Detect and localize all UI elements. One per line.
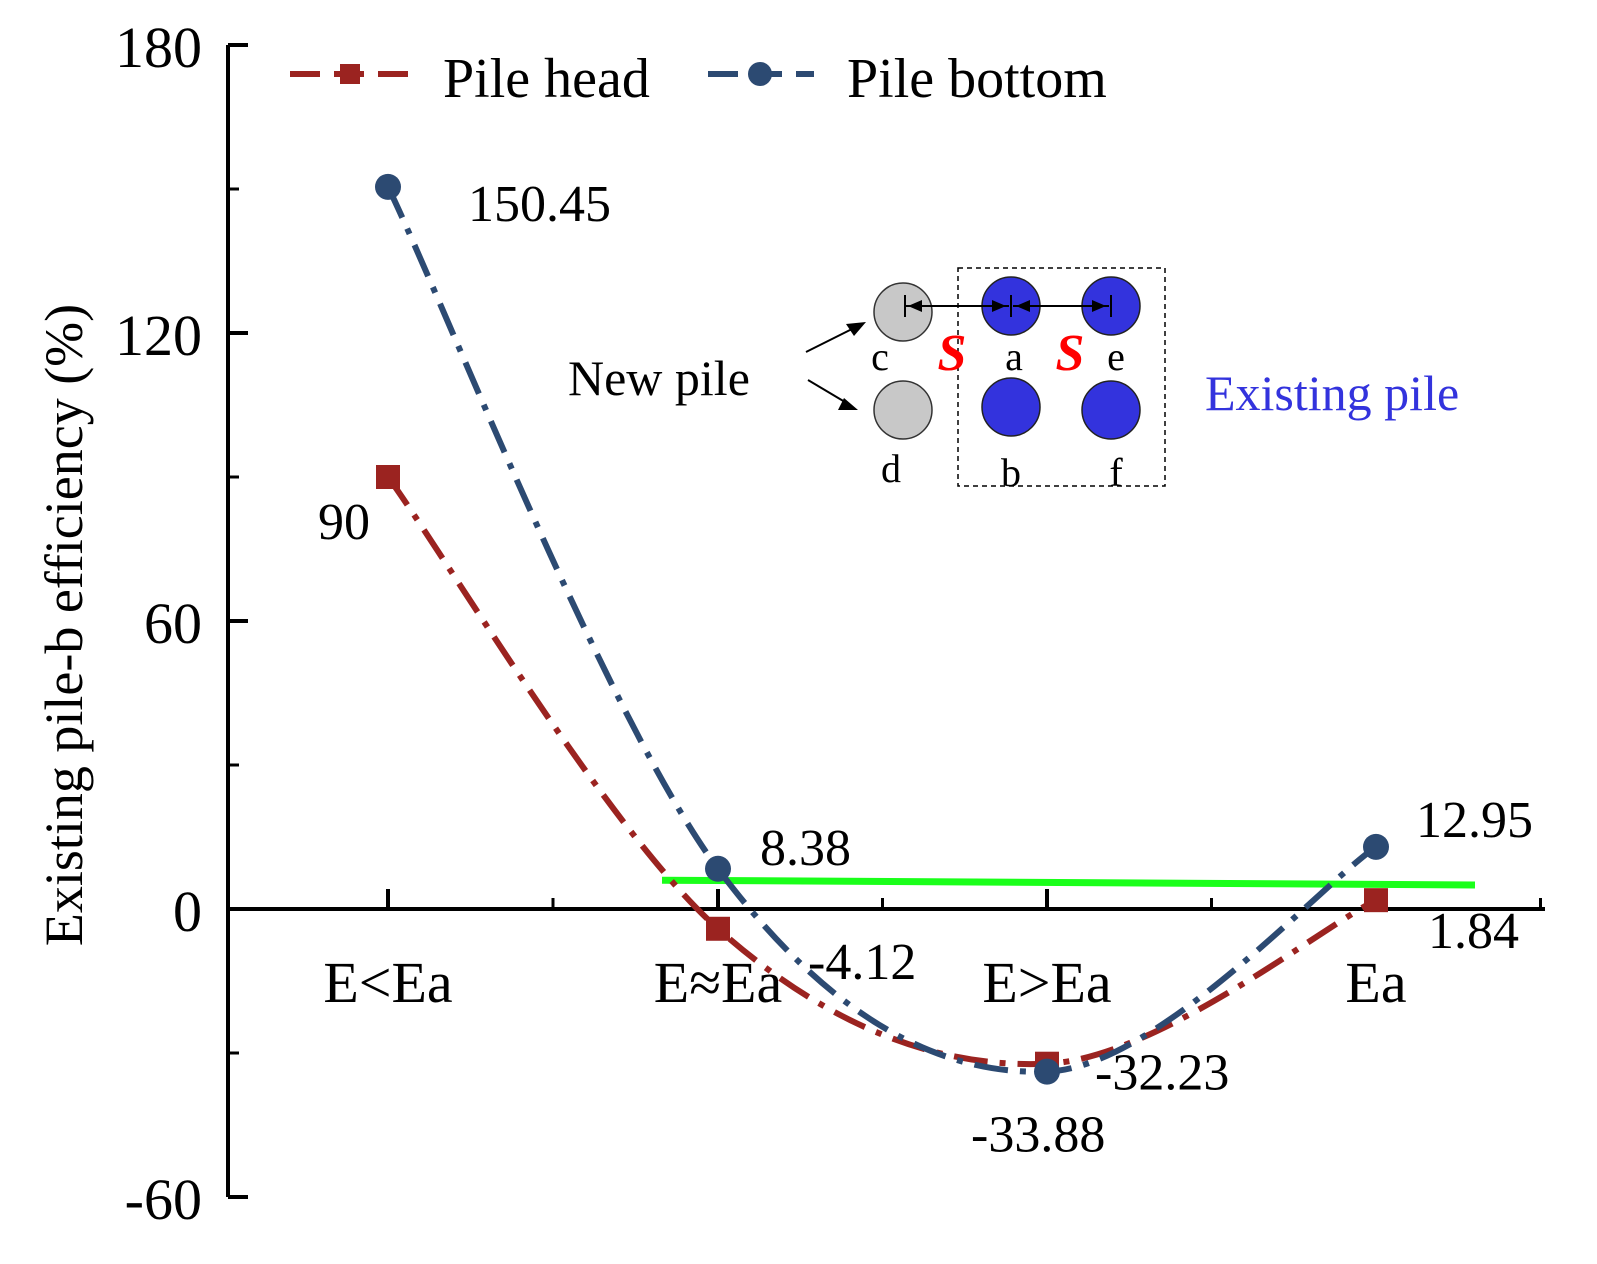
y-tick-label: -60 <box>125 1167 202 1232</box>
existing-pile-label: Existing pile <box>1205 365 1459 421</box>
existing-pile-box <box>957 267 1166 487</box>
inset-diagram: S S c a e d b f New pile Existing pile <box>568 267 1459 495</box>
x-tick-label: Ea <box>1345 950 1406 1015</box>
x-tick-label: E>Ea <box>982 950 1111 1015</box>
y-ticks: -60 0 60 120 180 <box>115 15 248 1232</box>
x-tick-label: E<Ea <box>323 950 452 1015</box>
new-pile-label: New pile <box>568 350 750 406</box>
data-label-pile-bottom: 8.38 <box>760 820 851 877</box>
series-layer <box>375 173 1389 1085</box>
legend-marker-pile-bottom <box>748 62 772 86</box>
pile-d <box>873 380 933 440</box>
pile-c <box>873 282 933 342</box>
data-point-pile-bottom <box>1034 1058 1060 1085</box>
spacing-symbol-1: S <box>938 325 967 382</box>
new-pile-arrowhead-2 <box>838 398 858 410</box>
series-line-pile-head <box>385 475 1378 1068</box>
arrowhead-1b <box>992 300 1006 312</box>
data-label-pile-bottom: -33.88 <box>971 1107 1105 1164</box>
data-label-pile-head: -4.12 <box>808 934 916 991</box>
pile-letter-a: a <box>1005 334 1023 379</box>
pile-f <box>1081 380 1141 440</box>
data-label-pile-bottom: 150.45 <box>468 176 611 233</box>
series-line-pile-bottom <box>385 185 1378 1075</box>
data-point-pile-bottom <box>1363 833 1389 860</box>
pile-b <box>981 377 1041 437</box>
arrowhead-2a <box>1016 300 1030 312</box>
data-point-pile-bottom <box>375 173 401 200</box>
pile-letter-f: f <box>1109 450 1123 495</box>
pile-letter-e: e <box>1107 334 1125 379</box>
data-label-pile-head: -32.23 <box>1095 1045 1229 1102</box>
legend-label-pile-head: Pile head <box>443 48 650 110</box>
pile-letter-b: b <box>1001 450 1021 495</box>
data-point-pile-head <box>706 916 730 941</box>
data-label-pile-head: 1.84 <box>1428 903 1519 960</box>
legend: Pile head Pile bottom <box>290 48 1107 110</box>
data-label-pile-head: 90 <box>318 494 370 551</box>
new-pile-arrow-1 <box>805 325 859 353</box>
pile-letter-c: c <box>871 334 889 379</box>
data-point-pile-head <box>376 465 400 489</box>
data-labels: 90 -4.12 -32.23 1.84 150.45 8.38 -33.88 12.95 <box>318 176 1533 1164</box>
legend-label-pile-bottom: Pile bottom <box>847 48 1107 110</box>
data-label-pile-bottom: 12.95 <box>1416 792 1533 849</box>
y-tick-label: 120 <box>115 303 202 368</box>
y-tick-label: 180 <box>115 15 202 80</box>
y-tick-label: 60 <box>144 591 202 656</box>
y-axis-title: Existing pile-b efficiency (%) <box>34 304 94 946</box>
data-point-pile-head <box>1364 888 1388 913</box>
pile-letter-d: d <box>881 446 901 491</box>
x-tick-label: E≈Ea <box>654 950 782 1015</box>
arrowhead-2b <box>1092 300 1106 312</box>
axes <box>226 45 1545 1197</box>
new-pile-arrowhead-1 <box>846 322 866 336</box>
spacing-symbol-2: S <box>1056 325 1085 382</box>
reference-line <box>661 876 1476 889</box>
y-tick-label: 0 <box>173 879 202 944</box>
legend-marker-pile-head <box>340 64 360 84</box>
data-point-pile-bottom <box>705 855 731 882</box>
arrowhead-1a <box>908 300 922 312</box>
